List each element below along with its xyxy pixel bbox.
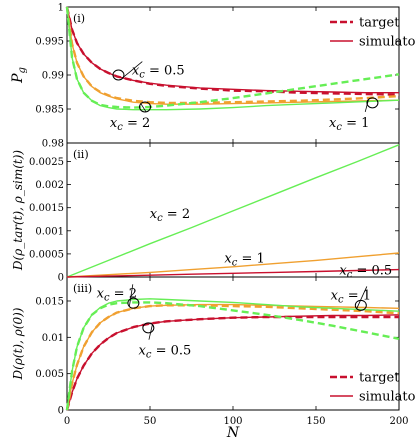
panel-iii-series-xc1-solid (66, 303, 400, 411)
panel-i-ytick-label: 0.98 (42, 139, 64, 150)
panel-iii-marker-circle (127, 297, 140, 309)
panel-i-marker-leader (364, 99, 369, 113)
panel-iii-series-xc2-solid (66, 298, 400, 411)
panel-i-label: (i) (73, 12, 85, 25)
panel-iii-ylabel: D(ρ(t), ρ(0)) (11, 307, 25, 380)
panel-ii-annotation-x-c-0-5: xc = 0.5 (339, 264, 392, 281)
panel-iii-xtick-label: 0 (64, 416, 70, 427)
panel-ii-annotation-x-c-2: xc = 2 (150, 207, 190, 224)
panel-iii-xtick-label: 50 (144, 416, 157, 427)
panel-ii-series-xc1-solid (66, 252, 400, 278)
panel-i-marker-circle (366, 97, 379, 109)
panel-i-ytick-label: 0.985 (35, 105, 64, 116)
panel-i-series-xc2-solid (66, 6, 400, 111)
panel-i-annotation-x-c-0-5: xc = 0.5 (132, 64, 185, 81)
panel-i-ytick-label: 0.99 (42, 71, 64, 82)
panel-ii-series-xc05-solid (66, 268, 400, 278)
panel-ii-annotation-x-c-1: xc = 1 (224, 252, 264, 269)
panel-iii-series-xc1-dashed (65, 304, 400, 411)
panel-ii-ylabel: D(ρ_tar(t), ρ_sim(t)) (11, 150, 25, 272)
panel-i-ytick-label: 0.995 (35, 37, 64, 48)
panel-iii-annotation-x-c-0-5: xc = 0.5 (139, 344, 192, 361)
panel-iii-legend-label-simulator: simulator (359, 390, 416, 405)
panel-iii-xlabel: N (226, 425, 240, 441)
panel-i-marker-circle (139, 101, 152, 113)
panel-ii-ytick-label: 0 (58, 273, 64, 284)
panel-i-annotation-x-c-1: xc = 1 (329, 116, 369, 133)
panel-i-annotation-x-c-2: xc = 2 (110, 116, 150, 133)
panel-i-marker-leader (122, 61, 143, 79)
panel-iii-series-xc05-solid (66, 314, 400, 411)
panel-iii-ytick-label: 0 (58, 406, 64, 417)
panel-iii-marker-leader (148, 324, 153, 340)
panel-ii-ytick-label: 0.0025 (29, 157, 64, 168)
panel-iii-xtick-label: 150 (306, 416, 325, 427)
panel-i-series-xc05-solid (66, 6, 399, 94)
panel-i-legend-label-target: target (359, 16, 400, 31)
panel-iii-marker-circle (142, 322, 155, 334)
panel-ii-ytick-label: 0.0015 (29, 203, 64, 214)
panel-iii-ytick-label: 0.005 (35, 369, 64, 380)
data-series (65, 6, 400, 411)
panel-i-ytick-label: 1 (58, 3, 64, 14)
panel-iii-xtick-label: 100 (223, 416, 242, 427)
panel-ii-label: (ii) (73, 148, 89, 161)
panel-ii-ytick-label: 0.001 (35, 226, 64, 237)
panel-iii-legend-label-target: target (359, 371, 400, 386)
panel-iii-marker-leader (356, 286, 368, 309)
axes-frames (66, 6, 400, 411)
panel-ii-ytick-label: 0.002 (35, 180, 64, 191)
panel-i-series-xc1-dashed (65, 6, 400, 105)
panel-ii-series-xc2-solid (66, 144, 400, 278)
panel-ii-ytick-label: 0.0005 (29, 249, 64, 260)
labels: 0.98 0.985 0.99 0.995 1 (i) xc = 0.5 xc = 2 xc =… (10, 3, 416, 442)
panel-iii-marker-leader (129, 284, 134, 307)
panel-i-ylabel: Pg (10, 67, 28, 84)
panel-iii-ytick-label: 0.01 (42, 333, 64, 344)
panel-i-legend-label-simulator: simulator (359, 35, 416, 50)
panel-iii-xtick-label: 200 (389, 416, 408, 427)
panel-iii-label: (iii) (73, 282, 92, 295)
panel-iii-annotation-x-c-2: xc = 2 (97, 286, 137, 303)
panel-i-marker-leader (140, 103, 147, 113)
panel-iii-ytick-label: 0.015 (35, 296, 64, 307)
panel-i-series-xc05-dashed (65, 6, 400, 96)
panel-i-marker-circle (112, 69, 125, 81)
